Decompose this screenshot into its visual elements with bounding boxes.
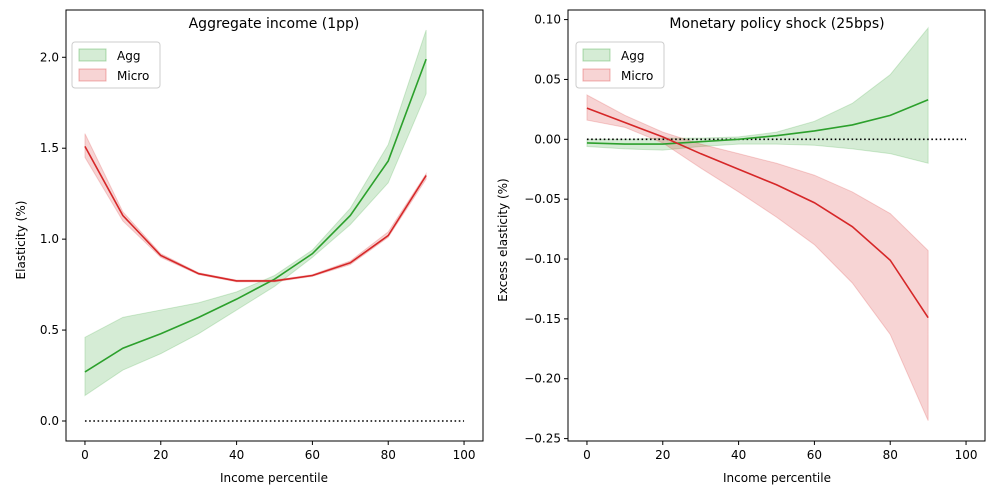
x-tick-label: 80 [883, 448, 898, 462]
y-tick-label: −0.05 [524, 192, 561, 206]
legend-box [575, 41, 665, 89]
y-tick-label: −0.15 [524, 312, 561, 326]
y-tick-label: 2.0 [40, 50, 59, 64]
legend: Agg Micro [71, 41, 161, 89]
chart-panel-aggregate-income: Aggregate income (1pp) 0 20 40 60 80 100 0.0 0.… [14, 9, 484, 485]
legend-label-agg: Agg [117, 49, 140, 63]
y-tick-label: −0.10 [524, 252, 561, 266]
legend-swatch-micro [582, 68, 611, 82]
band-agg [84, 29, 427, 397]
y-tick-label: 0.5 [40, 323, 59, 337]
band-micro [586, 94, 929, 421]
x-tick-label: 20 [153, 448, 168, 462]
legend-swatch-agg [78, 48, 107, 62]
legend-swatch-agg [582, 48, 611, 62]
chart-title: Monetary policy shock (25bps) [669, 16, 884, 32]
series-line-agg [84, 58, 427, 373]
y-tick-label: 0.00 [534, 132, 561, 146]
legend-label-agg: Agg [621, 49, 644, 63]
x-tick-label: 60 [807, 448, 822, 462]
series-line-agg [586, 99, 929, 145]
x-tick-label: 100 [453, 448, 476, 462]
legend: Agg Micro [575, 41, 665, 89]
band-micro [84, 133, 427, 283]
plot-area: 0 20 40 60 80 100 0.0 0.5 1.0 1.5 2.0 [40, 9, 484, 462]
legend-label-micro: Micro [117, 69, 149, 83]
x-tick-label: 60 [305, 448, 320, 462]
x-axis-label: Income percentile [723, 471, 831, 485]
y-tick-label: 1.5 [40, 141, 59, 155]
x-tick-label: 100 [955, 448, 978, 462]
x-tick-label: 20 [655, 448, 670, 462]
y-axis-label: Elasticity (%) [14, 201, 28, 280]
y-tick-label: −0.20 [524, 372, 561, 386]
y-tick-label: 1.0 [40, 232, 59, 246]
legend-label-micro: Micro [621, 69, 653, 83]
y-tick-label: 0.05 [534, 72, 561, 86]
chart-panel-monetary-policy-shock: Monetary policy shock (25bps) 0 20 40 60 80 1… [496, 9, 986, 485]
x-tick-label: 80 [381, 448, 396, 462]
band-agg [586, 26, 929, 164]
chart-title: Aggregate income (1pp) [189, 16, 360, 32]
series-line-micro [84, 146, 427, 282]
y-tick-label: 0.0 [40, 414, 59, 428]
x-tick-label: 0 [583, 448, 591, 462]
axes-frame [567, 9, 986, 442]
y-axis-label: Excess elasticity (%) [496, 178, 510, 301]
legend-swatch-micro [78, 68, 107, 82]
x-tick-label: 40 [731, 448, 746, 462]
series-line-micro [586, 107, 929, 319]
axes-frame [65, 9, 484, 442]
y-tick-label: −0.25 [524, 432, 561, 446]
y-tick-label: 0.10 [534, 13, 561, 27]
x-tick-label: 40 [229, 448, 244, 462]
x-tick-label: 0 [81, 448, 89, 462]
x-axis-label: Income percentile [220, 471, 328, 485]
legend-box [71, 41, 161, 89]
plot-area: 0 20 40 60 80 100 −0.25 −0.20 −0.15 −0.10 −0.05 0.0… [524, 9, 986, 462]
